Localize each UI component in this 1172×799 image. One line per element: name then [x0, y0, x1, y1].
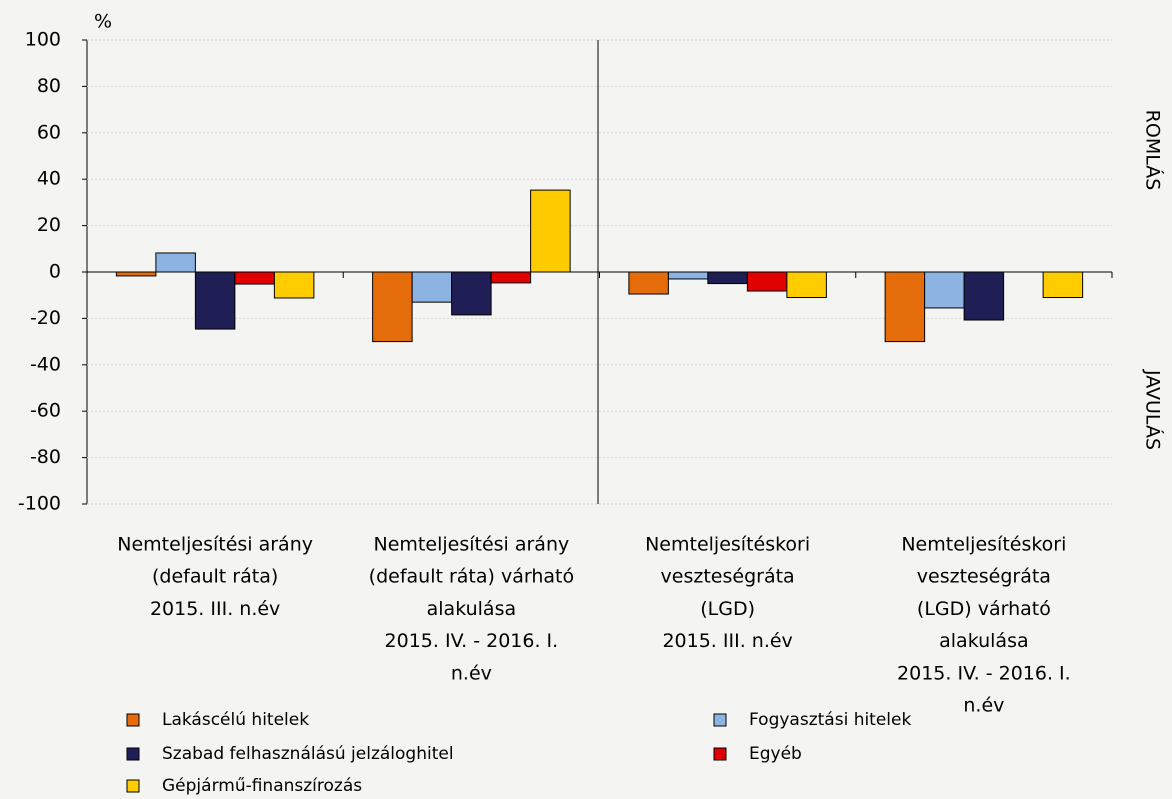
bar [628, 271, 669, 295]
x-tick-label: n.év [451, 662, 492, 684]
legend-swatch [126, 779, 140, 793]
legend-swatch [713, 713, 727, 727]
x-tick-label: veszteségráta [917, 566, 1051, 588]
bar [155, 252, 196, 273]
legend-swatch [126, 747, 140, 761]
legend-swatch [126, 713, 140, 727]
x-tick-label: veszteségráta [661, 566, 795, 588]
y-tick-label: -40 [30, 353, 61, 375]
bar [924, 271, 965, 309]
y-tick-label: -80 [30, 446, 61, 468]
bar [372, 271, 413, 343]
bar [451, 271, 492, 316]
bar [707, 271, 748, 285]
bar [411, 271, 453, 303]
bar [115, 271, 157, 277]
x-tick-label: (LGD) [700, 598, 755, 620]
x-tick-label: n.év [963, 695, 1004, 717]
y-axis-label: % [94, 11, 112, 33]
bar [746, 271, 788, 292]
y-tick-label: 40 [37, 168, 61, 190]
bar [273, 271, 315, 299]
x-tick-label: 2015. IV. - 2016. I. [897, 662, 1071, 684]
x-tick-label: Nemteljesítési arány [374, 534, 570, 556]
x-tick-label: 2015. IV. - 2016. I. [385, 630, 559, 652]
x-tick-label: Nemteljesítéskori [645, 534, 810, 556]
y-tick-label: -100 [18, 493, 61, 515]
legend-swatch [713, 747, 727, 761]
x-tick-label: (LGD) várható [917, 598, 1051, 620]
legend-label: Gépjármű-finanszírozás [162, 776, 362, 796]
bar [786, 271, 827, 299]
annotation: ROMLÁS [1142, 110, 1165, 191]
y-tick-label: 80 [37, 75, 61, 97]
bar [490, 271, 532, 284]
y-tick-label: 100 [25, 29, 61, 51]
y-tick-label: 20 [37, 214, 61, 236]
bar [963, 271, 1005, 321]
annotation: JAVULÁS [1142, 369, 1165, 450]
x-tick-label: (default ráta) [152, 566, 278, 588]
bar [234, 271, 275, 285]
bar [667, 271, 709, 280]
legend-label: Lakáscélú hitelek [162, 710, 309, 730]
legend-label: Szabad felhasználású jelzáloghitel [162, 744, 454, 764]
x-tick-label: 2015. III. n.év [150, 598, 280, 620]
x-tick-label: alakulása [427, 598, 517, 620]
bar [530, 189, 571, 273]
x-tick-label: alakulása [939, 630, 1029, 652]
y-tick-label: 60 [37, 121, 61, 143]
x-tick-label: 2015. III. n.év [662, 630, 792, 652]
y-tick-label: 0 [49, 261, 61, 283]
legend-label: Fogyasztási hitelek [749, 710, 911, 730]
y-tick-label: -20 [30, 307, 61, 329]
bar [884, 271, 926, 343]
x-tick-label: Nemteljesítéskori [901, 534, 1066, 556]
bar [194, 271, 236, 330]
bar [1042, 271, 1084, 299]
x-tick-label: Nemteljesítési arány [117, 534, 313, 556]
legend-label: Egyéb [749, 744, 802, 764]
y-tick-label: -60 [30, 400, 61, 422]
x-tick-label: (default ráta) várható [369, 566, 574, 588]
